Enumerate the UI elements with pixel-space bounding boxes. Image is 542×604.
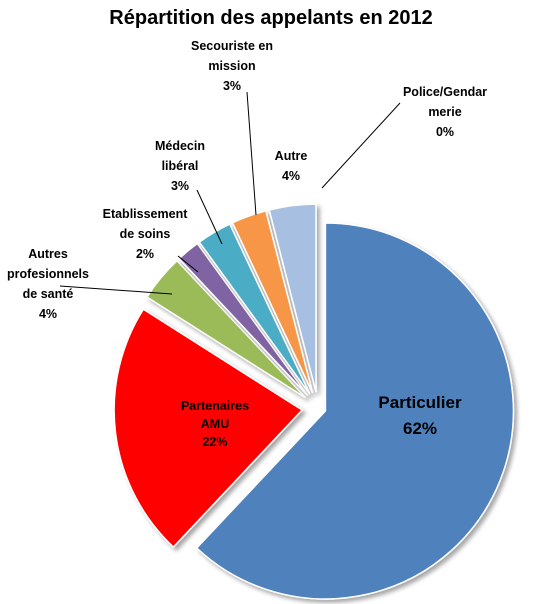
leader-line (321, 102, 401, 189)
pie-slice (231, 209, 314, 394)
pie-slice (198, 223, 311, 395)
pie-slice (268, 203, 317, 393)
pie-slice (113, 308, 304, 549)
value-label: 2% (136, 247, 154, 261)
leader-line (196, 189, 223, 245)
slice-label: Médecin libéral (155, 139, 205, 173)
slice-label: Police/Gendar merie (403, 85, 487, 119)
pie (113, 203, 515, 600)
value-label: 0% (436, 125, 454, 139)
value-label: 22% (202, 435, 227, 449)
slice-label: Autres profesionnels de santé (7, 247, 89, 301)
value-label: 62% (403, 419, 437, 438)
value-label: 3% (223, 79, 241, 93)
slice-label: Partenaires AMU (181, 399, 249, 431)
labels: Particulier 62% Partenaires AMU 22% Autres pro… (7, 39, 487, 449)
value-label: 3% (171, 179, 189, 193)
slice-label: Secouriste en mission (191, 39, 273, 73)
leader-line (177, 255, 199, 273)
slice-label: Particulier (378, 393, 462, 412)
value-label: 4% (39, 307, 57, 321)
pie-slice (195, 222, 515, 600)
chart-title: Répartition des appelants en 2012 (109, 7, 432, 29)
leader-line (59, 285, 173, 295)
pie-slice (145, 259, 307, 399)
slice-label: Autre (275, 149, 308, 163)
value-label: 4% (282, 169, 300, 183)
pie-slice (178, 242, 309, 397)
leader-line (246, 91, 257, 216)
slice-label: Etablissement de soins (103, 207, 189, 241)
